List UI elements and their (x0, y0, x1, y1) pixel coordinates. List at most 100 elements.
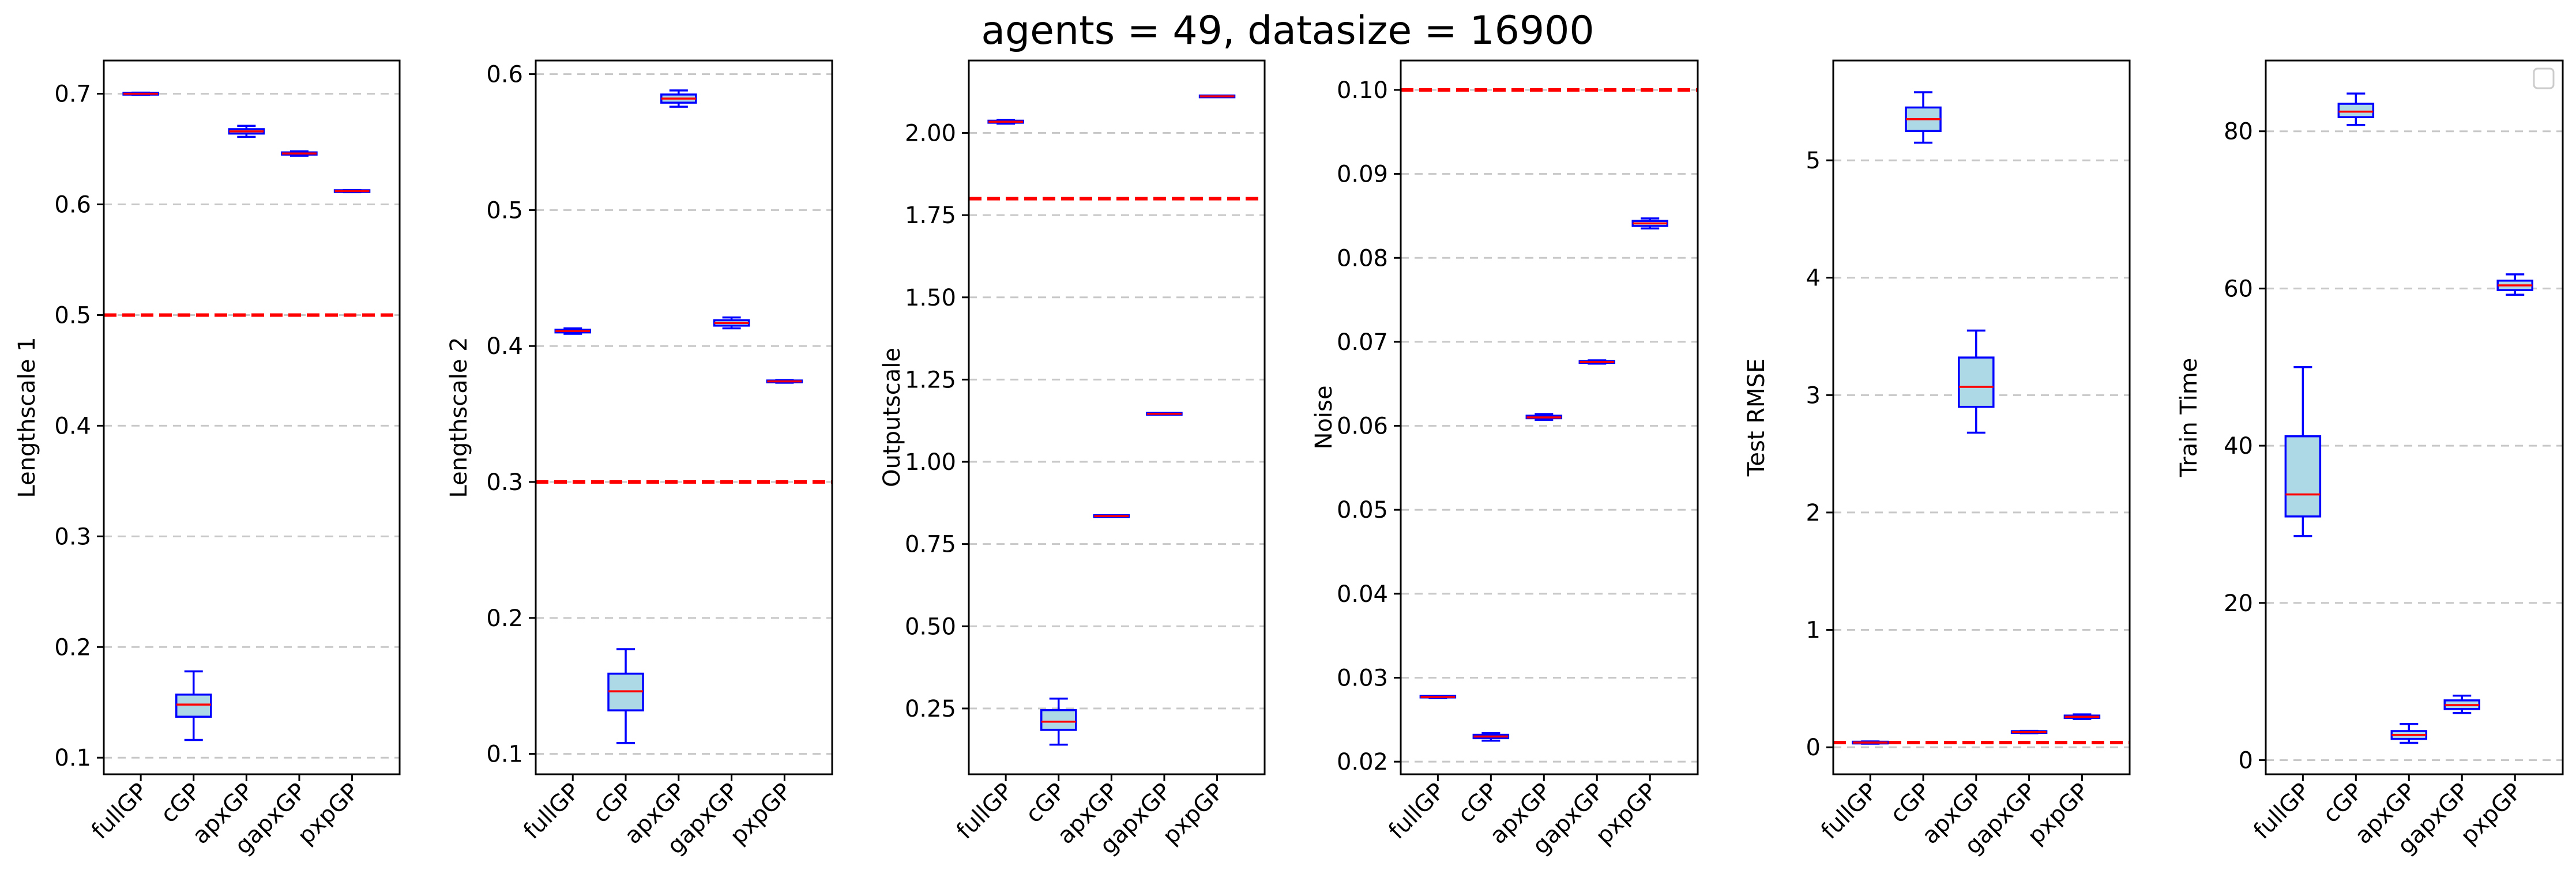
y-tick-label: 1.75 (905, 202, 956, 229)
box-gapxGP (2443, 694, 2481, 714)
y-tick-label: 0.10 (1337, 77, 1388, 104)
y-axis-label: Test RMSE (1743, 359, 1770, 477)
y-axis-label: Lengthscale 2 (446, 337, 472, 498)
y-tick-label: 2 (1806, 500, 1821, 526)
y-tick-label: 3 (1806, 382, 1821, 409)
axes-frame (1832, 59, 2131, 775)
x-tick-label: fullGP (952, 778, 1018, 845)
box-cGP (175, 670, 212, 741)
x-tick-label: pxpGP (725, 778, 796, 850)
y-tick-label: 0.5 (486, 197, 523, 224)
y-tick-label: 0.05 (1337, 497, 1388, 523)
y-tick-label: 0.5 (54, 302, 91, 329)
box-cGP (1472, 732, 1510, 742)
y-tick-label: 0.2 (54, 634, 91, 661)
y-tick-label: 1.00 (905, 449, 956, 476)
box-apxGP (228, 125, 265, 138)
box-gapxGP (281, 150, 318, 157)
box-fullGP (2284, 366, 2322, 537)
x-tick-label: fullGP (2248, 778, 2315, 845)
x-tick-label: pxpGP (2455, 778, 2527, 850)
box-apxGP (660, 89, 697, 108)
iqr-box (1040, 709, 1077, 731)
y-tick-label: 0.6 (486, 62, 523, 88)
y-tick-label: 0.08 (1337, 245, 1388, 272)
subplot-noise: 0.02 0.03 0.04 0.05 0.06 0.07 0.08 0.09 0.10 full… (1311, 59, 1699, 860)
iqr-box (1958, 356, 1995, 408)
iqr-box (2337, 103, 2375, 118)
y-tick-label: 20 (2224, 590, 2253, 617)
y-tick-label: 0.03 (1337, 665, 1388, 692)
y-tick-label: 0.4 (54, 413, 91, 439)
box-pxpGP (333, 189, 371, 194)
y-axis-label: Train Time (2176, 358, 2202, 478)
box-fullGP (1852, 740, 1889, 745)
y-tick-label: 0.50 (905, 613, 956, 640)
legend-box (2533, 67, 2555, 89)
box-apxGP (1093, 514, 1130, 518)
iqr-box (2284, 435, 2322, 518)
axes-frame (103, 59, 401, 775)
box-cGP (1905, 91, 1942, 144)
box-apxGP (2390, 722, 2428, 744)
box-apxGP (1958, 329, 1995, 434)
x-tick-label: pxpGP (2022, 778, 2094, 850)
y-tick-label: 0.02 (1337, 749, 1388, 775)
iqr-box (175, 694, 212, 718)
y-tick-label: 60 (2224, 276, 2253, 302)
y-tick-label: 0.7 (54, 81, 91, 108)
y-tick-label: 5 (1806, 148, 1821, 174)
y-axis-label: Noise (1311, 386, 1337, 450)
y-tick-label: 0.75 (905, 532, 956, 558)
box-apxGP (1525, 413, 1563, 421)
box-fullGP (122, 91, 159, 96)
y-tick-label: 0.25 (905, 696, 956, 722)
box-fullGP (554, 327, 591, 335)
box-gapxGP (1578, 359, 1616, 365)
x-tick-label: fullGP (518, 778, 585, 845)
axes-frame (968, 59, 1266, 775)
x-tick-label: fullGP (1816, 778, 1882, 845)
box-cGP (1040, 698, 1077, 746)
box-fullGP (987, 118, 1024, 125)
y-tick-label: 4 (1806, 265, 1821, 292)
box-gapxGP (2010, 729, 2048, 734)
y-tick-label: 0.3 (54, 523, 91, 550)
axes-frame (2265, 59, 2564, 775)
box-cGP (607, 648, 644, 744)
y-tick-label: 2.00 (905, 120, 956, 147)
y-axis-label: Outputscale (879, 348, 905, 487)
box-cGP (2337, 92, 2375, 126)
axes-frame (1400, 59, 1699, 775)
box-pxpGP (2496, 273, 2533, 296)
figure-title: agents = 49, datasize = 16900 (981, 8, 1594, 54)
box-gapxGP (1146, 412, 1183, 416)
y-tick-label: 0.2 (486, 605, 523, 632)
box-pxpGP (766, 379, 803, 384)
box-pxpGP (1631, 217, 1668, 230)
y-tick-label: 0.04 (1337, 581, 1388, 608)
y-tick-label: 80 (2224, 119, 2253, 145)
y-axis-label: Lengthscale 1 (14, 337, 40, 498)
y-tick-label: 0.4 (486, 333, 523, 360)
y-tick-label: 0 (2239, 747, 2253, 774)
y-tick-label: 1.25 (905, 367, 956, 393)
box-pxpGP (2063, 713, 2101, 721)
box-fullGP (1419, 695, 1457, 699)
y-tick-label: 0 (1806, 734, 1821, 761)
x-tick-label: fullGP (1383, 778, 1450, 845)
y-tick-label: 1.50 (905, 285, 956, 311)
y-tick-label: 0.1 (54, 745, 91, 771)
y-tick-label: 0.6 (54, 192, 91, 219)
y-tick-label: 0.3 (486, 469, 523, 496)
box-gapxGP (713, 316, 750, 330)
y-tick-label: 0.06 (1337, 413, 1388, 440)
y-tick-label: 0.1 (486, 741, 523, 768)
